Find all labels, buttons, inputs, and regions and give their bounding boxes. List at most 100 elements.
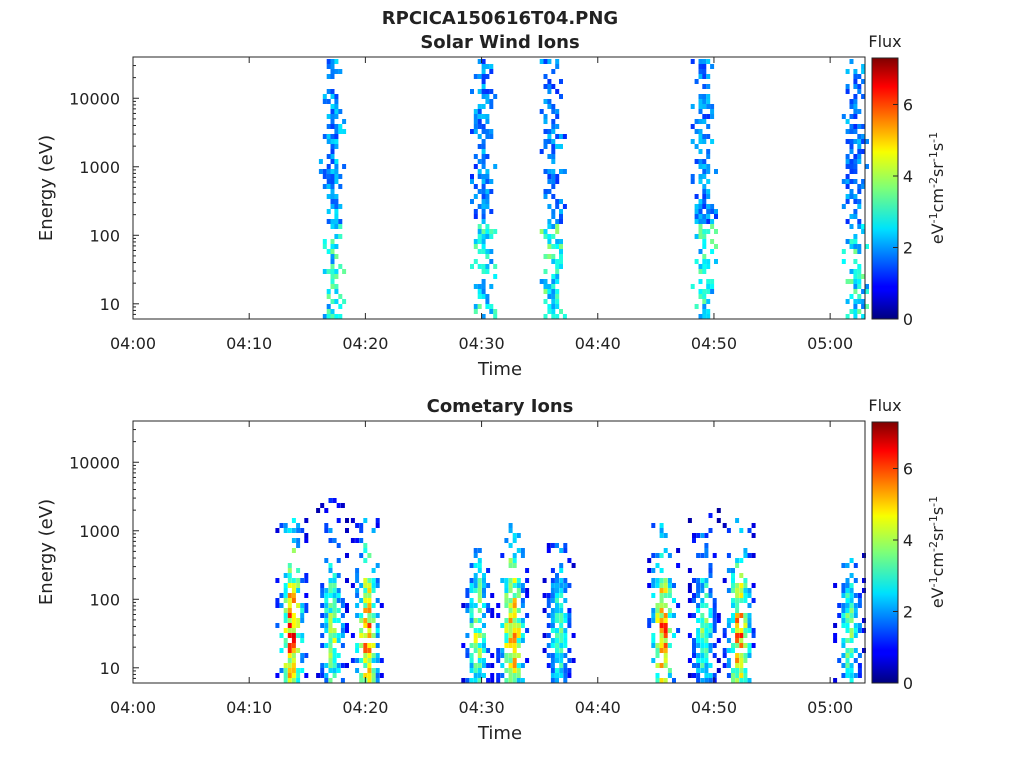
heatmap-cell-burst-9 bbox=[747, 623, 752, 628]
heatmap-cell-burst-9 bbox=[735, 673, 740, 678]
heatmap-cell-burst-4 bbox=[702, 204, 707, 209]
heatmap-cell-burst-2 bbox=[473, 214, 478, 219]
heatmap-cell-burst-2 bbox=[324, 593, 329, 598]
heatmap-cell-burst-1 bbox=[330, 194, 335, 199]
heatmap-cell-burst-4 bbox=[690, 179, 695, 184]
heatmap-cell-burst-2 bbox=[481, 214, 486, 219]
heatmap-cell-burst-1 bbox=[318, 169, 323, 174]
heatmap-cell-burst-5 bbox=[857, 124, 862, 129]
heatmap-cell-burst-1 bbox=[338, 69, 343, 74]
heatmap-cell-burst-2 bbox=[324, 598, 329, 603]
heatmap-cell-burst-8 bbox=[708, 633, 713, 638]
heatmap-cell-burst-3 bbox=[559, 259, 563, 264]
heatmap-cell-burst-5 bbox=[861, 64, 866, 69]
heatmap-cell-burst-3 bbox=[543, 129, 548, 134]
heatmap-cell-burst-4 bbox=[473, 583, 478, 588]
heatmap-cell-burst-3 bbox=[551, 289, 556, 294]
heatmap-cell-burst-3 bbox=[543, 269, 548, 274]
heatmap-cell-burst-8 bbox=[708, 528, 713, 533]
heatmap-cell-burst-2 bbox=[485, 224, 490, 229]
heatmap-cell-burst-10 bbox=[853, 603, 858, 608]
heatmap-cell-burst-7 bbox=[655, 643, 660, 648]
heatmap-cell-burst-1 bbox=[300, 608, 305, 613]
heatmap-cell-burst-8 bbox=[696, 603, 701, 608]
heatmap-cell-burst-1 bbox=[330, 284, 335, 289]
heatmap-cell-burst-4 bbox=[706, 309, 711, 314]
heatmap-cell-burst-5 bbox=[853, 94, 858, 99]
heatmap-cell-burst-5 bbox=[845, 139, 850, 144]
heatmap-cell-burst-1 bbox=[326, 164, 331, 169]
heatmap-cell-burst-5 bbox=[504, 583, 509, 588]
heatmap-cell-burst-4 bbox=[490, 613, 495, 618]
heatmap-cell-burst-5 bbox=[861, 79, 866, 84]
heatmap-cell-burst-4 bbox=[473, 633, 478, 638]
heatmap-cell-burst-4 bbox=[482, 638, 486, 643]
heatmap-cell-burst-4 bbox=[702, 234, 707, 239]
heatmap-cell-burst-8 bbox=[704, 673, 709, 678]
heatmap-cell-burst-4 bbox=[694, 214, 699, 219]
heatmap-cell-burst-8 bbox=[704, 628, 709, 633]
heatmap-cell-burst-4 bbox=[469, 613, 474, 618]
heatmap-cell-burst-5 bbox=[512, 608, 517, 613]
heatmap-cell-burst-9 bbox=[739, 673, 744, 678]
heatmap-cell-burst-2 bbox=[473, 184, 478, 189]
heatmap-cell-burst-2 bbox=[470, 264, 474, 269]
heatmap-cell-burst-1 bbox=[338, 124, 343, 129]
heatmap-cell-burst-2 bbox=[481, 114, 486, 119]
heatmap-cell-burst-8 bbox=[700, 678, 705, 683]
heatmap-cell-burst-8 bbox=[704, 648, 709, 653]
heatmap-cell-burst-1 bbox=[326, 314, 331, 319]
heatmap-cell-burst-4 bbox=[706, 284, 711, 289]
heatmap-cell-burst-7 bbox=[659, 528, 664, 533]
heatmap-cell-burst-9 bbox=[735, 618, 740, 623]
heatmap-cell-burst-3 bbox=[359, 673, 364, 678]
heatmap-cell-burst-9 bbox=[743, 668, 748, 673]
heatmap-cell-burst-8 bbox=[708, 573, 713, 578]
heatmap-cell-burst-5 bbox=[861, 304, 866, 309]
heatmap-cell-burst-3 bbox=[551, 149, 556, 154]
heatmap-cell-burst-5 bbox=[512, 558, 517, 563]
heatmap-cell-burst-10 bbox=[853, 593, 858, 598]
heatmap-cell-burst-3 bbox=[547, 304, 552, 309]
heatmap-cell-burst-4 bbox=[698, 119, 703, 124]
heatmap-cell-burst-1 bbox=[283, 588, 288, 593]
heatmap-cell-burst-3 bbox=[555, 114, 560, 119]
heatmap-cell-burst-3 bbox=[555, 59, 560, 64]
heatmap-cell-burst-2 bbox=[481, 314, 486, 319]
heatmap-cell-burst-9 bbox=[739, 558, 744, 563]
heatmap-cell-burst-1 bbox=[296, 588, 301, 593]
heatmap-cell-burst-7 bbox=[651, 658, 656, 663]
heatmap-cell-burst-7 bbox=[663, 628, 668, 633]
heatmap-cell-burst-1 bbox=[330, 109, 335, 114]
heatmap-cell-burst-1 bbox=[304, 533, 309, 538]
heatmap-cell-burst-1 bbox=[334, 94, 339, 99]
heatmap-cell-burst-2 bbox=[473, 284, 478, 289]
heatmap-cell-burst-1 bbox=[304, 518, 309, 523]
heatmap-cell-burst-1 bbox=[330, 154, 335, 159]
heatmap-cell-burst-5 bbox=[516, 578, 521, 583]
heatmap-cell-burst-1 bbox=[322, 244, 327, 249]
heatmap-cell-burst-3 bbox=[355, 538, 360, 543]
heatmap-cell-burst-9 bbox=[731, 618, 735, 623]
heatmap-cell-burst-2 bbox=[481, 154, 486, 159]
heatmap-cell-burst-3 bbox=[559, 79, 563, 84]
heatmap-cell-burst-5 bbox=[504, 643, 509, 648]
heatmap-cell-burst-4 bbox=[698, 219, 703, 224]
heatmap-cell-burst-6 bbox=[546, 643, 551, 648]
heatmap-cell-burst-1 bbox=[326, 184, 331, 189]
solar-wind-ions-y-label: Energy (eV) bbox=[36, 135, 57, 241]
heatmap-cell-burst-5 bbox=[520, 623, 525, 628]
solar-wind-ions-x-ticks: 04:00 04:10 04:20 04:30 04:40 04:50 05:00 bbox=[110, 57, 853, 353]
heatmap-cell-burst-1 bbox=[287, 668, 292, 673]
heatmap-cell-burst-2 bbox=[493, 314, 498, 319]
heatmap-cell-burst-8 bbox=[696, 678, 701, 683]
heatmap-cell-burst-2 bbox=[473, 129, 478, 134]
heatmap-cell-burst-6 bbox=[559, 628, 564, 633]
heatmap-cell-burst-4 bbox=[698, 199, 703, 204]
heatmap-cell-burst-10 bbox=[853, 658, 858, 663]
heatmap-cell-burst-5 bbox=[865, 244, 869, 249]
heatmap-cell-burst-5 bbox=[508, 638, 513, 643]
heatmap-cell-burst-2 bbox=[473, 239, 478, 244]
heatmap-cell-burst-6 bbox=[550, 678, 555, 683]
